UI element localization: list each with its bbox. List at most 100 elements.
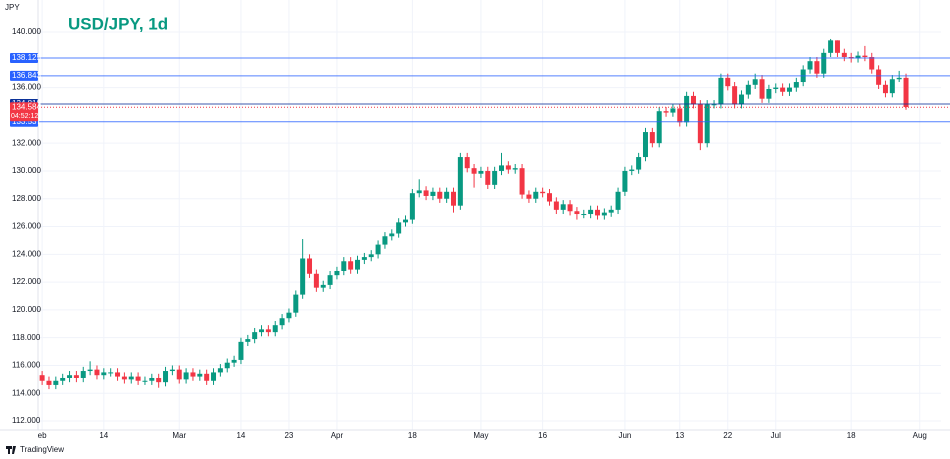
candle-body xyxy=(588,209,594,215)
y-tick-label: 126.000 xyxy=(12,222,41,231)
candle-body xyxy=(608,209,614,213)
candle-body xyxy=(307,258,313,274)
candle-body xyxy=(259,329,265,333)
candle-body xyxy=(115,372,121,377)
axis-unit: JPY xyxy=(5,3,20,12)
candle-body xyxy=(622,170,628,192)
candle-body xyxy=(821,52,827,74)
candle-body xyxy=(601,212,607,216)
candle-body xyxy=(745,84,751,95)
candle-body xyxy=(663,111,669,113)
candle-body xyxy=(217,368,223,373)
candle-body xyxy=(368,254,374,258)
candle-body xyxy=(361,257,367,260)
candle-body xyxy=(649,132,655,144)
candle-body xyxy=(375,244,381,255)
candle-body xyxy=(718,77,724,105)
candle-body xyxy=(163,371,169,383)
candle-body xyxy=(389,233,395,237)
y-tick-label: 122.000 xyxy=(12,277,41,286)
candle-body xyxy=(272,325,278,333)
x-tick-label: 22 xyxy=(723,431,732,440)
level-label-box xyxy=(10,70,38,81)
candle-body xyxy=(169,369,175,372)
x-tick-label: Jun xyxy=(618,431,631,440)
candle-body xyxy=(670,108,676,113)
candle-body xyxy=(334,270,340,276)
candle-body xyxy=(725,77,731,87)
candle-body xyxy=(382,236,388,245)
candle-body xyxy=(636,157,642,170)
x-tick-label: 16 xyxy=(538,431,547,440)
candle-body xyxy=(176,369,182,380)
candle-body xyxy=(238,341,244,360)
candle-body xyxy=(87,369,93,372)
candle-body xyxy=(677,108,683,123)
logo-icon xyxy=(6,446,16,454)
candle-body xyxy=(464,157,470,169)
candle-body xyxy=(656,111,662,144)
candle-body xyxy=(135,376,141,381)
watermark: TradingView xyxy=(20,445,64,454)
candle-body xyxy=(759,79,765,99)
candle-body xyxy=(752,79,758,85)
candle-body xyxy=(841,52,847,58)
candle-body xyxy=(855,55,861,59)
candle-body xyxy=(252,332,258,340)
candle-body xyxy=(108,372,114,374)
y-tick-label: 112.000 xyxy=(12,416,41,425)
x-tick-label: May xyxy=(473,431,488,440)
candle-body xyxy=(355,259,361,270)
x-tick-label: 14 xyxy=(99,431,108,440)
y-tick-label: 130.000 xyxy=(12,166,41,175)
x-tick-label: Aug xyxy=(913,431,927,440)
candle-body xyxy=(615,191,621,210)
candle-body xyxy=(53,380,59,385)
candle-body xyxy=(121,376,127,380)
candle-body xyxy=(396,222,402,234)
candle-body xyxy=(313,273,319,288)
candle-body xyxy=(437,191,443,199)
candle-body xyxy=(546,193,552,202)
candle-body xyxy=(793,82,799,88)
candle-body xyxy=(492,170,498,185)
candle-body xyxy=(560,204,566,210)
candle-body xyxy=(430,191,436,196)
candle-body xyxy=(409,193,415,220)
candle-body xyxy=(567,204,573,212)
candle-body xyxy=(485,170,491,185)
candle-body xyxy=(149,377,155,381)
current-price-box xyxy=(10,102,38,122)
candle-body xyxy=(67,375,73,378)
candle-body xyxy=(300,258,306,295)
candle-body xyxy=(882,84,888,94)
candle-body xyxy=(807,61,813,70)
x-tick-label: Mar xyxy=(172,431,186,440)
candle-body xyxy=(224,362,230,369)
x-tick-label: Jul xyxy=(771,431,781,440)
candle-body xyxy=(786,87,792,92)
candle-body xyxy=(498,165,504,171)
level-label: 136.843 xyxy=(12,71,41,80)
y-tick-label: 136.000 xyxy=(12,83,41,92)
x-tick-label: 13 xyxy=(675,431,684,440)
candle-body xyxy=(183,372,189,380)
candle-body xyxy=(293,294,299,313)
candle-body xyxy=(869,57,875,70)
candle-body xyxy=(80,371,86,378)
candle-body xyxy=(94,369,100,376)
candle-body xyxy=(403,219,409,223)
level-label-box xyxy=(10,53,38,64)
candle-body xyxy=(526,194,532,199)
y-tick-label: 114.000 xyxy=(12,388,41,397)
candle-body xyxy=(574,211,580,215)
candle-body xyxy=(320,284,326,288)
candle-body xyxy=(451,191,457,206)
candle-body xyxy=(348,261,354,270)
candle-body xyxy=(423,190,429,196)
logo: TradingView xyxy=(6,445,64,454)
y-tick-label: 132.000 xyxy=(12,138,41,147)
y-tick-label: 116.000 xyxy=(12,361,41,370)
